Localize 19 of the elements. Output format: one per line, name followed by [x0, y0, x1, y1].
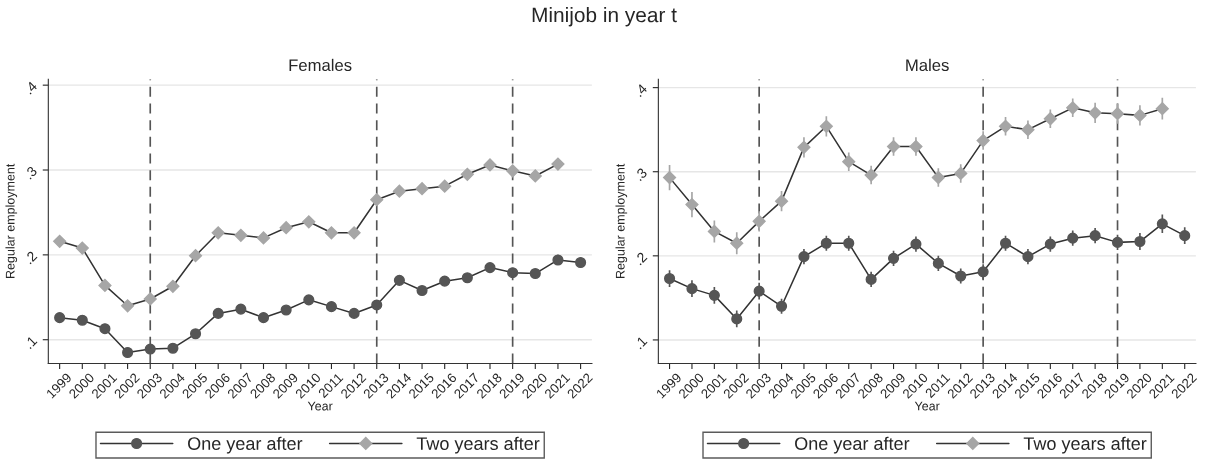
y-tick-label: .1	[633, 335, 648, 350]
x-axis-title: Year	[307, 401, 333, 411]
y-axis-title: Regular employment	[615, 163, 628, 278]
y-tick-label: .3	[633, 167, 648, 182]
legend-label: Two years after	[1023, 436, 1147, 454]
x-axis-title: Year	[914, 401, 940, 411]
legend-label: One year after	[795, 436, 910, 454]
chart-title: Males	[906, 58, 949, 72]
y-tick-label: .2	[23, 250, 38, 265]
legend-label: One year after	[188, 436, 303, 454]
y-tick-label: .4	[23, 80, 38, 95]
text: Minijob in year t	[532, 6, 677, 27]
y-tick-label: .2	[633, 251, 648, 266]
chart-title: Females	[289, 58, 352, 72]
legend-label: Two years after	[416, 436, 540, 454]
y-tick-label: .4	[633, 83, 648, 98]
y-tick-label: .3	[23, 165, 38, 180]
y-axis-title: Regular employment	[5, 163, 18, 278]
y-tick-label: .1	[23, 335, 38, 350]
